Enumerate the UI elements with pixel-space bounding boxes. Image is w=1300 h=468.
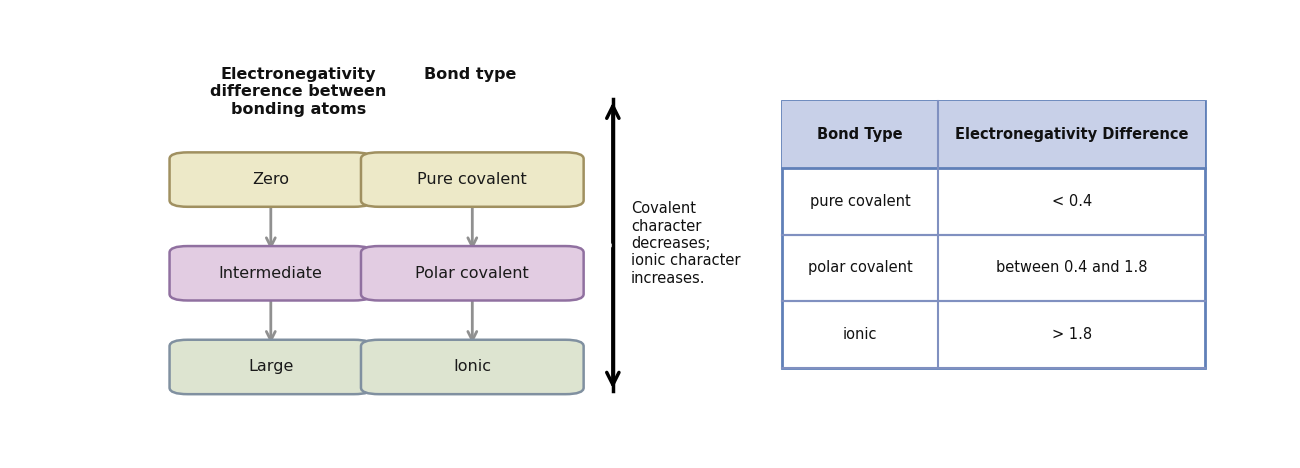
- Text: ionic: ionic: [842, 327, 878, 342]
- FancyBboxPatch shape: [361, 246, 584, 300]
- FancyBboxPatch shape: [169, 340, 372, 394]
- Text: Electronegativity Difference: Electronegativity Difference: [956, 127, 1188, 142]
- Bar: [783, 101, 1205, 168]
- Text: Bond type: Bond type: [424, 67, 516, 82]
- FancyBboxPatch shape: [361, 340, 584, 394]
- Text: Bond Type: Bond Type: [818, 127, 904, 142]
- FancyBboxPatch shape: [169, 246, 372, 300]
- Text: Pure covalent: Pure covalent: [417, 172, 528, 187]
- Text: Large: Large: [248, 359, 294, 374]
- Text: Electronegativity
difference between
bonding atoms: Electronegativity difference between bon…: [211, 67, 386, 117]
- Text: Zero: Zero: [252, 172, 290, 187]
- Text: Intermediate: Intermediate: [218, 266, 322, 281]
- Text: Covalent
character
decreases;
ionic character
increases.: Covalent character decreases; ionic char…: [630, 201, 741, 286]
- Text: < 0.4: < 0.4: [1052, 194, 1092, 209]
- FancyBboxPatch shape: [361, 153, 584, 207]
- Text: between 0.4 and 1.8: between 0.4 and 1.8: [996, 260, 1148, 275]
- Text: Polar covalent: Polar covalent: [416, 266, 529, 281]
- Bar: [783, 101, 1205, 368]
- Text: Ionic: Ionic: [454, 359, 491, 374]
- Text: pure covalent: pure covalent: [810, 194, 910, 209]
- FancyBboxPatch shape: [169, 153, 372, 207]
- Text: > 1.8: > 1.8: [1052, 327, 1092, 342]
- Text: polar covalent: polar covalent: [807, 260, 913, 275]
